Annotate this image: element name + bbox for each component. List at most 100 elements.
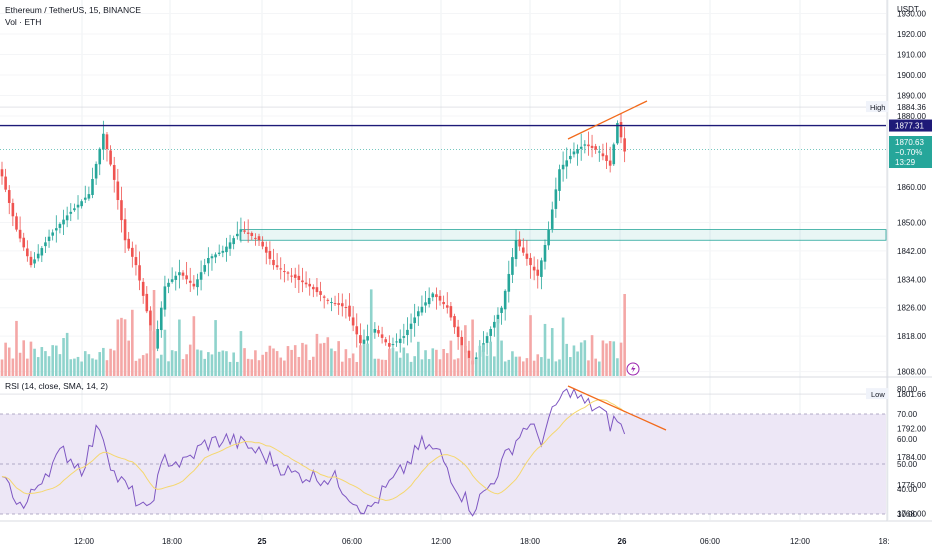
volume-bar (572, 345, 576, 376)
candle-body (18, 229, 22, 239)
volume-bar (156, 358, 159, 376)
price-trendline (567, 100, 648, 140)
candle-body (131, 247, 134, 257)
candle-body (391, 344, 395, 346)
rsi-tick-label: 40.00 (897, 485, 918, 494)
candle-body (521, 247, 525, 253)
volume-bar (540, 357, 543, 376)
volume-bar (185, 354, 188, 376)
volume-bar (304, 344, 308, 376)
volume-bar (174, 351, 178, 376)
volume-bar (623, 294, 626, 376)
candle-body (214, 254, 217, 258)
volume-bar (579, 342, 583, 376)
candle-body (569, 155, 572, 160)
candle-body (0, 169, 4, 177)
candle-body (225, 246, 228, 253)
volume-bar (427, 359, 431, 376)
high-label: High (870, 103, 885, 112)
candle-body (333, 303, 337, 305)
candle-body (163, 286, 167, 310)
volume-bar (478, 345, 482, 376)
price-tick-label: 1890.00 (897, 92, 926, 101)
volume-bar (503, 361, 507, 376)
volume-bar (163, 329, 167, 376)
candle-body (159, 307, 163, 331)
candle-body (257, 236, 261, 241)
volume-bar (138, 358, 141, 376)
candle-body (178, 272, 181, 276)
volume-bar (261, 354, 264, 376)
candle-body (384, 339, 388, 343)
time-tick-label: 18:00 (520, 537, 541, 546)
volume-bar (326, 337, 330, 376)
candle-body (427, 297, 431, 305)
candle-body (7, 190, 11, 203)
volume-bar (73, 358, 76, 376)
candle-body (420, 306, 424, 313)
volume-bar (228, 361, 232, 376)
candle-body (460, 336, 464, 347)
volume-bar (362, 344, 366, 376)
volume-bar (348, 358, 351, 376)
candle-body (344, 307, 348, 309)
candle-body (594, 146, 597, 150)
volume-bar (565, 343, 569, 376)
candle-body (561, 164, 565, 170)
candle-body (529, 257, 532, 266)
price-tick-label: 1930.00 (897, 10, 926, 19)
volume-bar (254, 350, 257, 376)
candle-body (518, 239, 521, 247)
volume-bar (496, 318, 500, 376)
candle-body (616, 123, 619, 144)
candle-body (601, 153, 605, 157)
candle-body (293, 274, 297, 278)
candle-body (547, 229, 550, 246)
volume-bar (561, 317, 565, 376)
candle-body (297, 275, 301, 281)
candle-body (73, 208, 76, 211)
candle-body (355, 326, 359, 335)
volume-bar (221, 350, 225, 376)
volume-bar (167, 361, 170, 376)
volume-bar (605, 343, 608, 376)
volume-bar (464, 325, 467, 376)
candle-body (290, 275, 293, 277)
price-axis-currency: USDT (897, 5, 919, 14)
candle-body (431, 293, 435, 298)
last-price-tag (889, 136, 932, 168)
volume-bar (76, 356, 80, 376)
candle-body (80, 201, 83, 207)
candle-body (149, 310, 152, 331)
candle-body (65, 215, 69, 221)
candle-body (493, 321, 496, 328)
volume-bar (489, 341, 492, 376)
volume-bar (445, 353, 449, 376)
volume-bar (301, 342, 304, 376)
symbol-title: Ethereum / TetherUS, 15, BINANCE (5, 5, 141, 15)
candle-body (362, 339, 366, 344)
price-tick-label: 1910.00 (897, 51, 926, 60)
volume-bar (507, 359, 511, 376)
rsi-tick-label: 50.00 (897, 460, 918, 469)
candle-body (221, 250, 225, 253)
candle-body (417, 311, 420, 317)
volume-bar (272, 348, 275, 376)
candle-body (15, 216, 18, 230)
candle-body (36, 253, 40, 259)
candle-body (105, 134, 109, 150)
candle-body (272, 259, 275, 266)
candle-body (590, 145, 594, 148)
candle-body (4, 176, 7, 190)
volume-bar (44, 351, 47, 376)
time-tick-label: 12:00 (790, 537, 811, 546)
candle-body (120, 200, 123, 221)
candle-body (532, 266, 536, 271)
price-tick-label: 1860.00 (897, 183, 926, 192)
candle-body (442, 301, 445, 305)
candle-body (340, 303, 344, 307)
candle-body (199, 272, 203, 280)
volume-bar (431, 348, 435, 376)
volume-bar (279, 357, 283, 376)
